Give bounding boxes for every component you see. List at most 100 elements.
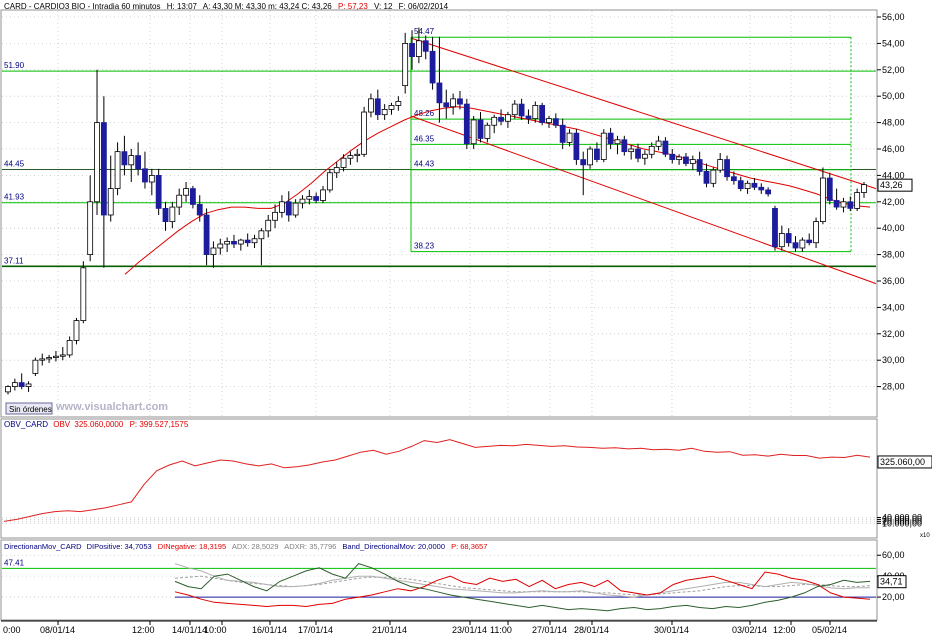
price-tick-label: 50,00 (882, 91, 905, 101)
candle-up (46, 357, 52, 360)
moving-average-line (124, 106, 871, 275)
fib-label: 44.43 (414, 160, 435, 169)
candle-up (217, 243, 224, 249)
candle-up (114, 151, 121, 189)
candle (614, 135, 621, 155)
candle-down (498, 116, 504, 122)
obv-series-name: OBV (53, 420, 71, 429)
candle-down (573, 132, 580, 160)
header-ohlc: A: 43,30 M: 43,30 m: 43,24 C: 43,26 (203, 2, 333, 11)
candle-up (354, 153, 361, 156)
candle (525, 109, 532, 124)
candle (368, 93, 374, 118)
candle (32, 357, 39, 377)
candle (772, 205, 778, 251)
candle-down (833, 200, 840, 208)
price-tick-label: 42,00 (882, 197, 905, 207)
candle-up (340, 157, 347, 168)
candle-down (525, 115, 532, 120)
candle-down (162, 207, 169, 222)
candle (641, 150, 648, 165)
candle-up (381, 109, 388, 116)
candle-up (511, 103, 518, 116)
level-label: 37.11 (4, 256, 24, 265)
candle (833, 188, 840, 210)
candle (498, 109, 504, 126)
candle (25, 381, 32, 392)
candle (470, 116, 477, 149)
candle-up (854, 192, 861, 209)
obv-tick-label: 10.000,00 (882, 518, 922, 528)
candle-up (368, 98, 374, 113)
candle-down (231, 240, 237, 245)
candle (778, 225, 785, 251)
candle (66, 336, 73, 358)
candle (326, 168, 333, 193)
candle-up (778, 233, 785, 248)
candle (381, 104, 388, 120)
candle (347, 151, 354, 165)
x-tick-label: 30/01/14 (654, 625, 689, 635)
candle-down (422, 40, 429, 52)
dmi-p: P: 68,3657 (451, 542, 487, 551)
candle-down (100, 122, 107, 216)
candle-up (566, 132, 573, 143)
candle-down (737, 180, 744, 189)
candle (128, 149, 135, 182)
candle-up (128, 155, 135, 166)
candle-down (189, 188, 196, 205)
candle (415, 27, 422, 64)
candle (710, 167, 717, 188)
candle-down (703, 171, 710, 184)
level-label: 51.90 (4, 61, 25, 70)
candle (696, 151, 703, 176)
candle (251, 234, 258, 248)
candle-up (402, 43, 409, 87)
candle-down (121, 151, 128, 166)
candle-up (840, 201, 847, 208)
candle-down (552, 118, 559, 126)
orders-badge[interactable] (5, 402, 53, 415)
candle (813, 217, 819, 248)
dmi-adx: ADX: 28,5029 (232, 542, 279, 551)
candle-up (80, 267, 87, 321)
candle (94, 69, 100, 215)
candle (39, 353, 46, 366)
price-tick-label: 56,00 (882, 12, 905, 22)
channel-upper (410, 37, 877, 190)
candle-down (135, 155, 142, 170)
orders-badge-label: Sin órdenes (9, 405, 52, 414)
candle (552, 113, 559, 128)
obv-corner-label: x10 (920, 533, 930, 539)
candle (655, 135, 662, 151)
candle (53, 350, 59, 362)
candle (183, 182, 189, 202)
dmi-title: DirectionanMov_CARD (4, 542, 82, 551)
candle (840, 197, 847, 213)
candle-down (724, 159, 730, 178)
candle-down (285, 201, 292, 216)
dmi-tick-label: 20,00 (882, 592, 905, 602)
candle (566, 129, 573, 147)
candle (402, 32, 409, 94)
candle (662, 137, 669, 157)
candle (340, 154, 347, 172)
header-v: V: 12 (374, 2, 393, 11)
candle (559, 118, 566, 149)
candle-up (546, 118, 552, 123)
candle-down (765, 189, 772, 195)
x-tick-label: 12:00 (132, 625, 155, 635)
price-tick-label: 48,00 (882, 118, 905, 128)
candle (73, 317, 80, 345)
candle (539, 102, 546, 126)
candle-down (607, 132, 614, 145)
candle (799, 237, 806, 252)
candle-down (477, 119, 484, 139)
candle (5, 385, 11, 395)
x-tick-label: 17/01/14 (298, 625, 333, 635)
candle-up (347, 155, 354, 159)
candle (628, 145, 635, 160)
candle-down (409, 43, 415, 58)
candle-up (744, 182, 751, 190)
x-tick-label: 12:00 (773, 625, 796, 635)
